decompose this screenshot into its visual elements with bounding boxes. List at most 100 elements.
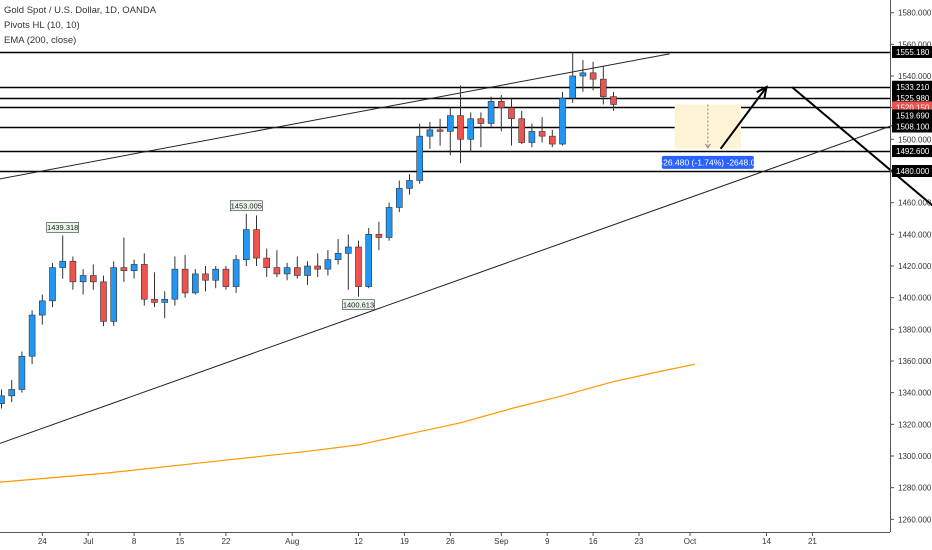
level-price-box: [892, 45, 932, 58]
y-tick-label: 1320.000: [898, 420, 932, 429]
symbol-title[interactable]: Gold Spot / U.S. Dollar, 1D, OANDA: [4, 5, 157, 16]
trend-line: [0, 53, 670, 180]
candle: [79, 269, 87, 295]
y-tick-label: 1500.000: [898, 135, 932, 144]
candle-body: [344, 246, 352, 254]
y-tick-label: 1540.000: [898, 72, 932, 81]
candle: [49, 262, 56, 308]
candle-body: [436, 129, 444, 132]
candle: [395, 180, 403, 213]
candle: [130, 259, 138, 279]
candle-body: [518, 118, 526, 143]
candle-body: [79, 275, 87, 283]
ema-200-line: [0, 363, 696, 483]
x-tick-label: 22: [221, 537, 230, 546]
candle: [151, 272, 158, 308]
level-price-box: [892, 92, 932, 105]
candle: [8, 380, 15, 403]
candle-body: [528, 131, 536, 143]
candle-body: [426, 129, 434, 137]
candle: [355, 240, 362, 297]
measure-arrowhead: [704, 143, 711, 149]
candle: [548, 129, 556, 148]
level-price-text: 1525.980: [896, 94, 930, 103]
candle-body: [293, 267, 301, 276]
candle-body: [273, 267, 281, 275]
candle: [253, 215, 260, 266]
pivot-label-text: 1439.318: [47, 223, 78, 232]
candle-body: [324, 259, 332, 270]
level-price-label: 1508.100: [892, 120, 932, 133]
y-tick-label: 1460.000: [898, 199, 932, 208]
candle-body: [192, 273, 199, 294]
candle: [192, 269, 199, 295]
measure-label-box: [661, 155, 754, 169]
axis-price-label: 1519.690: [892, 109, 932, 122]
level-price-label: 1492.600: [892, 145, 932, 158]
candle: [59, 235, 67, 279]
y-axis[interactable]: 1260.000 1280.000 1300.000 1320.000 1340.000…: [890, 9, 932, 525]
candle-body: [49, 267, 56, 302]
ema-indicator-label[interactable]: EMA (200, close): [4, 35, 77, 46]
y-tick-label: 1300.000: [898, 452, 932, 461]
x-axis[interactable]: 724Jul81522Aug121926Sep91623Oct1421: [0, 532, 817, 546]
trend-lines: [0, 53, 932, 444]
candle-body: [100, 281, 107, 322]
pivots-indicator-label[interactable]: Pivots HL (10, 10): [4, 20, 80, 31]
candle: [589, 61, 597, 91]
candle-body: [559, 97, 566, 145]
candle-body: [181, 268, 189, 294]
y-tick-label: 1580.000: [898, 9, 932, 18]
candle-body: [28, 314, 36, 357]
candle-body: [202, 273, 209, 281]
forecast-arrow-shaft: [719, 86, 768, 150]
candle-body: [385, 207, 393, 238]
candle-body: [314, 265, 322, 270]
candle-body: [406, 180, 413, 189]
measure-label-text: -26.480 (-1.74%) -2648.0: [660, 157, 755, 167]
candle: [497, 95, 505, 132]
candle: [416, 123, 424, 184]
candle-body: [253, 229, 260, 259]
candle-body: [222, 268, 230, 287]
level-price-text: 1533.210: [896, 83, 930, 92]
y-tick-label: 1420.000: [898, 262, 932, 271]
x-tick-label: Oct: [684, 537, 697, 546]
x-tick-label: 24: [38, 537, 47, 546]
candle: [599, 66, 607, 105]
candle: [365, 228, 373, 289]
candle: [181, 254, 189, 298]
candle-body: [69, 260, 77, 283]
pivot-label: 1400.613: [342, 299, 375, 310]
level-price-text: 1520.150: [896, 103, 930, 112]
candle-body: [508, 107, 515, 120]
candle-body: [141, 264, 148, 300]
candle: [232, 254, 240, 293]
candle-body: [416, 135, 424, 181]
forecast-arrow: [791, 86, 932, 207]
candle-body: [212, 268, 219, 281]
candle: [100, 275, 107, 327]
candle: [273, 250, 281, 278]
candle: [446, 107, 454, 156]
candle-body: [467, 118, 475, 140]
horizontal-levels: [0, 51, 890, 173]
candle-body: [38, 300, 46, 316]
x-tick-label: 21: [808, 537, 817, 546]
y-tick-label: 1280.000: [898, 484, 932, 493]
candle: [314, 253, 322, 278]
measure-tool: -26.480 (-1.74%) -2648.0: [660, 104, 756, 169]
y-tick-label: 1440.000: [898, 230, 932, 239]
candle: [334, 239, 342, 265]
candle-body: [18, 355, 26, 390]
candle: [212, 266, 219, 289]
candle: [18, 351, 26, 393]
candle-body: [130, 264, 138, 272]
candle: [436, 118, 444, 146]
candle: [579, 60, 587, 92]
x-tick-label: 16: [589, 537, 598, 546]
chart-legend: Gold Spot / U.S. Dollar, 1D, OANDA Pivot…: [4, 3, 156, 48]
candle: [344, 234, 352, 290]
y-tick-label: 1260.000: [898, 515, 932, 524]
